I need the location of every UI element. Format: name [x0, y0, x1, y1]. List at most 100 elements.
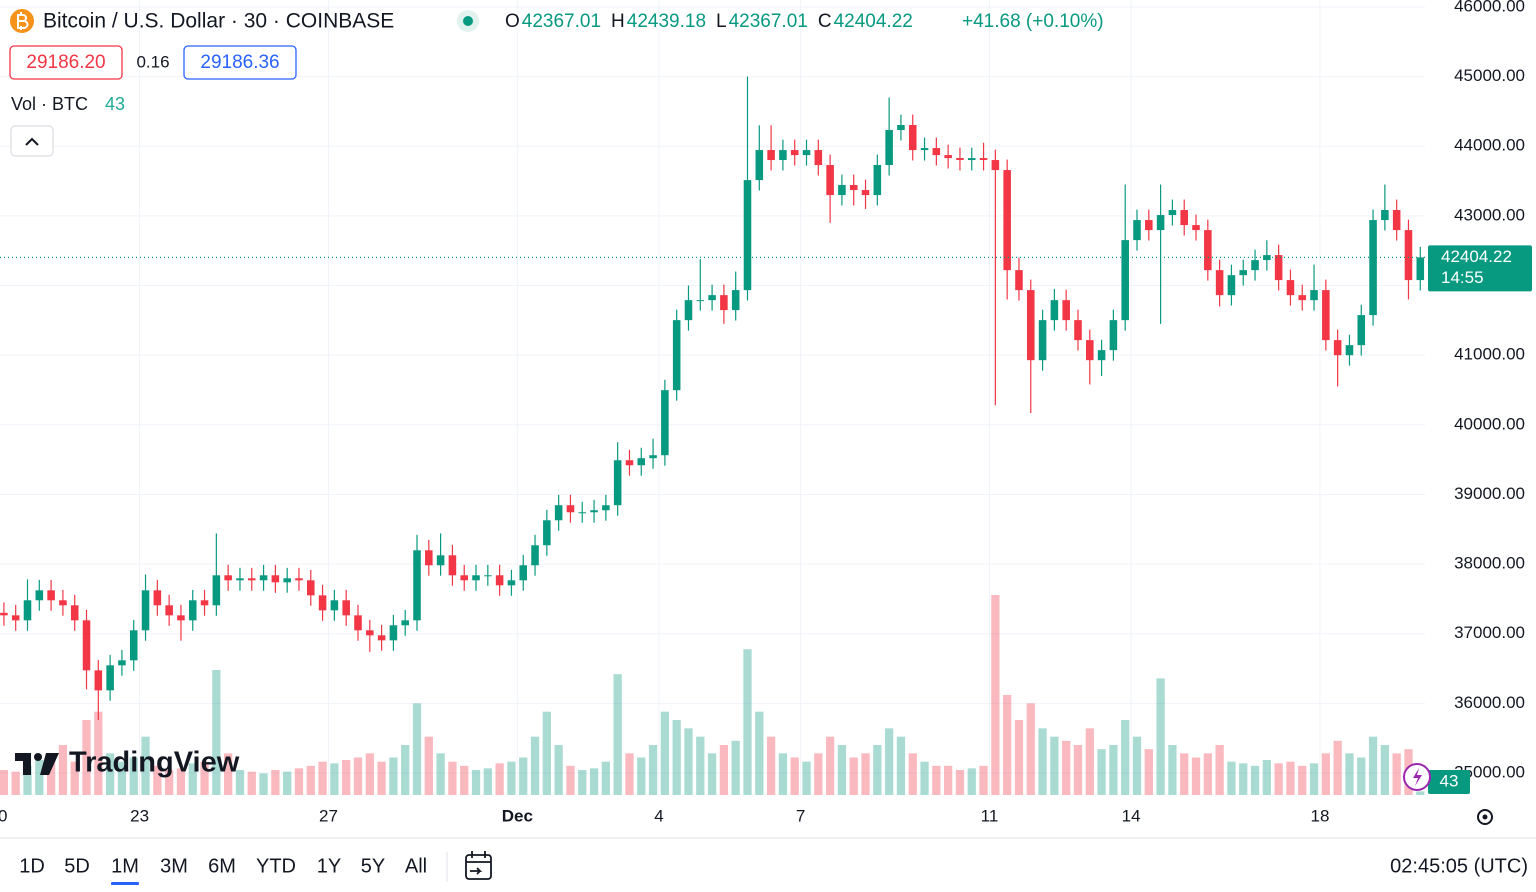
- candle-body: [838, 185, 846, 196]
- range-button[interactable]: 5D: [64, 855, 90, 877]
- volume-bar: [1132, 736, 1142, 795]
- candle-body: [153, 590, 162, 606]
- volume-bar: [542, 711, 551, 795]
- settings-icon[interactable]: [1477, 809, 1493, 825]
- range-button[interactable]: 3M: [160, 855, 188, 877]
- candle-body: [885, 130, 893, 166]
- brand-name: TradingView: [69, 747, 240, 779]
- candle-body: [944, 155, 952, 159]
- candle-body: [849, 185, 858, 191]
- volume-bar: [141, 736, 150, 795]
- bitcoin-glyph: [17, 12, 29, 30]
- volume-value: 43: [105, 94, 125, 114]
- volume-tag-label: 43: [1440, 771, 1459, 790]
- candle-body: [1038, 320, 1047, 361]
- volume-bar: [731, 740, 740, 795]
- candle-body: [389, 625, 398, 641]
- x-tick-label: 4: [654, 806, 663, 825]
- volume-bar: [35, 760, 44, 795]
- bid-price: 29186.20: [26, 52, 105, 73]
- axis-overlays: 42404.22 14:55 43: [1403, 245, 1532, 794]
- volume-bar: [578, 770, 587, 795]
- candle-body: [212, 575, 221, 606]
- volume-bar: [932, 765, 941, 795]
- volume-bar: [58, 745, 68, 795]
- range-button[interactable]: 1D: [19, 855, 45, 877]
- range-button[interactable]: 1M: [111, 855, 139, 877]
- volume-bar: [719, 745, 729, 795]
- volume-tag: [1428, 770, 1470, 794]
- candle-body: [731, 290, 740, 311]
- candle-body: [1274, 255, 1283, 281]
- chevron-icon: [25, 137, 39, 146]
- candle-body: [920, 148, 929, 151]
- volume-bar: [991, 595, 1000, 795]
- candle-body: [590, 510, 598, 513]
- ask-price: 29186.36: [200, 52, 279, 73]
- collapse-button[interactable]: [10, 125, 54, 157]
- market-status-dot: [463, 16, 473, 26]
- volume-bar: [23, 765, 32, 795]
- x-tick-label: 14: [1122, 806, 1141, 825]
- calendar-icon-lines: [466, 851, 491, 875]
- candle-body: [908, 125, 917, 151]
- volume-bar: [814, 753, 823, 795]
- ohlc-key: H: [611, 11, 625, 32]
- volume-bar: [129, 757, 138, 795]
- candle-body: [1050, 300, 1059, 321]
- candle-body: [330, 600, 339, 611]
- volume-bar: [530, 736, 540, 795]
- candle-body: [271, 575, 280, 583]
- y-tick-label: 40000.00: [1454, 414, 1525, 433]
- plot-area: [0, 76, 1425, 795]
- volume-bar: [353, 757, 363, 795]
- candle-body: [1239, 270, 1248, 276]
- volume-bar: [460, 765, 469, 795]
- candle-body: [979, 158, 988, 161]
- buy-button[interactable]: [183, 45, 297, 80]
- volume-bar: [0, 770, 9, 795]
- volume-bar: [519, 757, 528, 795]
- logo-mark: [15, 753, 31, 775]
- volume-bar: [424, 736, 433, 795]
- volume-bar: [849, 757, 858, 795]
- range-toolbar: 1D 5D 1M 3M 6M YTD 1Y 5Y All: [19, 855, 427, 885]
- range-button[interactable]: 5Y: [361, 855, 385, 877]
- x-tick-label: 20: [0, 806, 7, 825]
- candle-body: [519, 565, 528, 581]
- candle-body: [1121, 240, 1129, 321]
- candle-body: [1086, 340, 1094, 361]
- y-tick-label: 43000.00: [1454, 205, 1525, 224]
- candle-body: [401, 620, 409, 626]
- candle-body: [1227, 275, 1236, 296]
- candle-body: [684, 300, 693, 321]
- range-button[interactable]: 6M: [208, 855, 236, 877]
- candle-body: [377, 635, 386, 641]
- volume-bar: [861, 753, 870, 795]
- volume-bar: [224, 753, 233, 795]
- goto-date-icon[interactable]: [465, 851, 492, 880]
- candle-body: [23, 600, 32, 621]
- volume-bar: [1392, 753, 1401, 795]
- volume-bar: [1309, 763, 1319, 795]
- volume-bar: [1357, 757, 1366, 795]
- range-button[interactable]: 1Y: [317, 855, 341, 877]
- logo-mark: [40, 753, 59, 775]
- candle-body: [70, 605, 79, 621]
- candle-body: [613, 460, 622, 506]
- candle-body: [1168, 210, 1177, 216]
- sell-button[interactable]: [9, 45, 123, 80]
- volume-bar: [1274, 763, 1283, 795]
- volume-bar: [495, 763, 504, 795]
- candle-body: [1062, 300, 1070, 321]
- candle-body: [767, 150, 775, 161]
- volume-bar: [271, 770, 280, 795]
- candle-body: [649, 455, 657, 459]
- x-tick-label: 11: [981, 806, 999, 825]
- candle-body: [1003, 170, 1011, 271]
- volume-bar: [778, 753, 788, 795]
- candle-body: [1145, 220, 1153, 231]
- candle-body: [484, 575, 492, 577]
- range-button[interactable]: All: [405, 855, 427, 877]
- range-button[interactable]: YTD: [256, 855, 296, 877]
